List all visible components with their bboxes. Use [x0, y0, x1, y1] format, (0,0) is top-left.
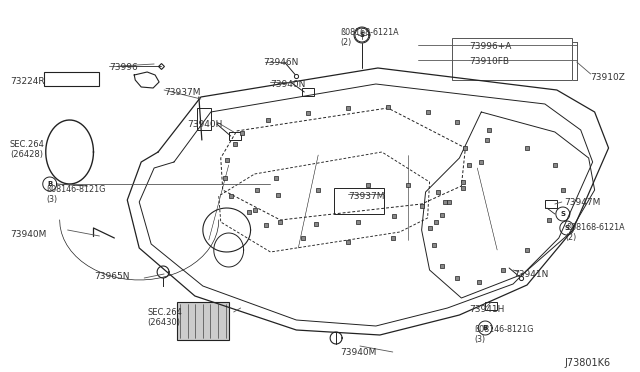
Text: ß08146-8121G
(3): ß08146-8121G (3): [474, 325, 534, 344]
FancyBboxPatch shape: [177, 302, 228, 340]
Text: J73801K6: J73801K6: [565, 358, 611, 368]
Text: 73947M: 73947M: [564, 198, 600, 207]
Text: 73940N: 73940N: [271, 80, 306, 89]
Text: S: S: [360, 32, 364, 38]
Text: 73940M: 73940M: [10, 230, 46, 239]
Text: 73937M: 73937M: [348, 192, 385, 201]
Text: 73941H: 73941H: [469, 305, 505, 314]
Text: ß08168-6121A
(2): ß08168-6121A (2): [566, 223, 625, 243]
Text: B: B: [483, 325, 488, 331]
Text: 73940H: 73940H: [187, 120, 222, 129]
Text: 73996+A: 73996+A: [469, 42, 512, 51]
Text: 73965N: 73965N: [95, 272, 130, 281]
Text: ß08168-6121A
(2): ß08168-6121A (2): [340, 28, 399, 47]
Text: 73224R: 73224R: [10, 77, 45, 86]
Text: 73937M: 73937M: [164, 88, 200, 97]
Text: SEC.264
(26430): SEC.264 (26430): [147, 308, 182, 327]
Text: 73996: 73996: [109, 63, 138, 72]
Text: S: S: [564, 225, 570, 231]
Text: 73940M: 73940M: [340, 348, 376, 357]
Text: SEC.264
(26428): SEC.264 (26428): [10, 140, 45, 159]
Text: 73946N: 73946N: [264, 58, 299, 67]
Text: B: B: [47, 181, 52, 187]
Text: S: S: [560, 211, 565, 217]
Text: 73910Z: 73910Z: [591, 73, 625, 82]
Text: 73941N: 73941N: [513, 270, 548, 279]
Text: ß08146-8121G
(3): ß08146-8121G (3): [47, 185, 106, 204]
Text: 73910FB: 73910FB: [469, 57, 509, 66]
